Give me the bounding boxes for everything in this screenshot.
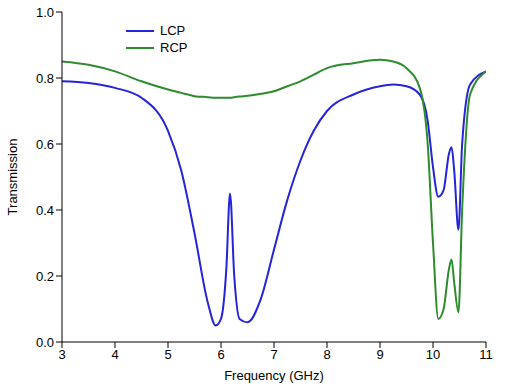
svg-text:8: 8 [323, 347, 330, 362]
svg-text:3: 3 [58, 347, 65, 362]
svg-text:0.0: 0.0 [36, 335, 54, 350]
svg-text:Frequency (GHz): Frequency (GHz) [224, 368, 324, 383]
html-text:LCP: LCP [160, 23, 186, 38]
svg-text:6: 6 [217, 347, 224, 362]
svg-text:4: 4 [111, 347, 118, 362]
svg-text:11: 11 [479, 347, 493, 362]
html-text:RCP: RCP [160, 40, 188, 55]
svg-text:0.6: 0.6 [36, 137, 54, 152]
svg-text:10: 10 [426, 347, 440, 362]
svg-text:0.4: 0.4 [36, 203, 54, 218]
svg-text:Transmission: Transmission [5, 139, 20, 216]
svg-text:0.2: 0.2 [36, 269, 54, 284]
svg-text:5: 5 [164, 347, 171, 362]
svg-text:9: 9 [376, 347, 383, 362]
svg-text:0.8: 0.8 [36, 71, 54, 86]
svg-text:1.0: 1.0 [36, 5, 54, 20]
svg-text:7: 7 [270, 347, 277, 362]
